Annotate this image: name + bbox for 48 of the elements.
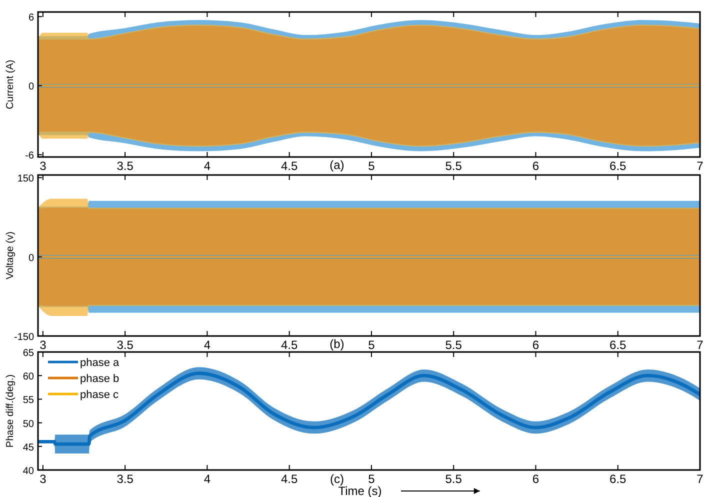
y-tick-label: 40 — [22, 466, 34, 477]
x-tick-label: 4.5 — [280, 338, 298, 352]
x-tick-label: 3 — [40, 159, 47, 173]
x-tick-label: 6 — [532, 159, 540, 173]
x-tick-label: 4 — [204, 159, 211, 173]
x-tick-label: 7 — [696, 159, 704, 173]
x-tick-label: 3.5 — [116, 338, 134, 352]
y-axis-title: Phase diff.(deg.) — [5, 374, 16, 448]
x-tick-label: 6.5 — [610, 159, 627, 173]
x-tick-label: 6 — [532, 338, 540, 352]
x-tick-label: 5.5 — [445, 472, 462, 486]
text: (a) — [330, 158, 344, 172]
y-tick-label: 0 — [28, 82, 34, 93]
y-tick-label: 65 — [22, 348, 34, 359]
x-tick-label: 3 — [40, 472, 47, 486]
y-tick-label: -150 — [14, 332, 34, 343]
x-tick-label: 5 — [368, 159, 376, 173]
y-tick-label: 45 — [22, 442, 34, 454]
y-axis-title: Voltage (v) — [5, 232, 16, 280]
text: (c) — [330, 472, 344, 486]
y-tick-label: 55 — [22, 395, 34, 406]
y-tick-label: 0 — [28, 252, 34, 264]
x-tick-label: 6.5 — [610, 338, 627, 352]
x-tick-label: 5 — [368, 472, 376, 486]
x-tick-label: 4 — [204, 338, 211, 352]
x-tick-label: 4 — [204, 472, 211, 486]
x-tick-label: 5 — [368, 338, 376, 352]
x-tick-label: 6.5 — [610, 472, 627, 486]
legend-label: phase c — [80, 389, 120, 401]
x-tick-label: 6 — [532, 472, 540, 486]
y-tick-label: 6 — [28, 12, 34, 24]
x-tick-label: 4.5 — [280, 159, 298, 173]
y-tick-label: -6 — [25, 150, 34, 162]
y-tick-label: 150 — [17, 174, 34, 185]
x-tick-label: 3.5 — [116, 472, 134, 486]
x-tick-label: 5.5 — [445, 159, 462, 173]
legend-label: phase a — [80, 357, 120, 369]
text: (b) — [330, 337, 344, 351]
x-tick-label: 3.5 — [116, 159, 134, 173]
legend-label: phase b — [80, 373, 120, 385]
x-tick-label: 7 — [696, 472, 704, 486]
x-tick-label: 7 — [696, 338, 704, 352]
y-tick-label: 50 — [22, 418, 34, 430]
x-tick-label: 4.5 — [280, 472, 298, 486]
y-axis-title: Current (A) — [5, 60, 16, 110]
y-tick-label: 60 — [22, 372, 34, 383]
x-tick-label: 3 — [40, 338, 47, 352]
x-tick-label: 5.5 — [445, 338, 462, 352]
